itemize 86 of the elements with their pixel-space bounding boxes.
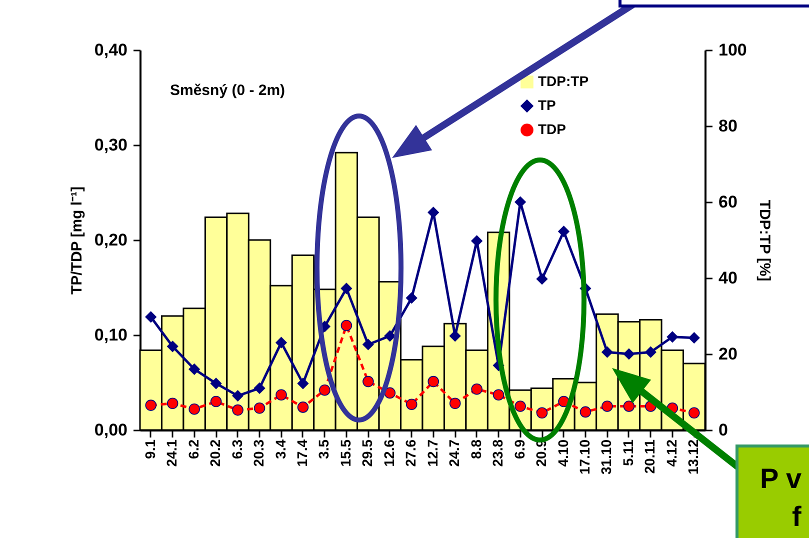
x-tick-label: 20.3 [250, 439, 267, 467]
point [319, 384, 330, 396]
point [276, 389, 287, 400]
x-tick-label: 12.6 [380, 439, 397, 467]
point [406, 292, 418, 304]
point [602, 400, 613, 412]
y2-tick-label: 20 [718, 344, 738, 364]
point [166, 398, 178, 410]
point [254, 382, 266, 394]
point [210, 378, 222, 390]
y2-axis-title: TDP:TP [%] [756, 200, 773, 282]
point [145, 400, 157, 411]
text: P v [760, 463, 802, 494]
x-tick-label: 31.10 [598, 439, 614, 475]
point [558, 396, 570, 408]
point [688, 332, 700, 344]
x-tick-label: 20.2 [207, 439, 224, 467]
point [536, 273, 548, 285]
y2-tick-label: 100 [718, 40, 747, 60]
point [623, 348, 635, 360]
x-tick-label: 6.9 [511, 439, 528, 459]
x-tick-label: 8.8 [468, 439, 484, 459]
point [145, 311, 157, 323]
point [362, 338, 374, 350]
point [645, 346, 656, 358]
x-tick-label: 12.7 [424, 439, 440, 467]
x-tick-label: 27.6 [402, 439, 419, 467]
point [232, 404, 244, 416]
x-tick-label: 24.7 [446, 439, 462, 467]
point [297, 378, 309, 390]
x-tick-label: 3.4 [272, 439, 288, 459]
point [188, 403, 200, 415]
text: f [792, 501, 802, 532]
x-tick-label: 29.5 [359, 439, 376, 467]
y-tick-label: 0,00 [94, 420, 128, 440]
point [384, 387, 396, 399]
y-axis-title: TP/TDP [mg l⁻¹] [68, 186, 86, 295]
point [492, 389, 504, 400]
point [276, 336, 287, 348]
point [210, 396, 222, 408]
point [558, 226, 570, 238]
x-tick-label: 5.11 [620, 439, 636, 466]
legend-label: TP [538, 97, 556, 113]
point [188, 364, 200, 375]
x-tick-label: 6.3 [228, 439, 245, 459]
point [406, 398, 418, 410]
point [254, 402, 266, 414]
x-tick-label: 24.1 [164, 439, 180, 467]
point [688, 407, 700, 419]
x-tick-label: 17.4 [294, 439, 310, 467]
y2-tick-label: 80 [718, 116, 738, 136]
x-tick-label: 23.8 [490, 439, 506, 467]
x-tick-label: 9.1 [142, 439, 158, 459]
x-tick-label: 20.11 [642, 439, 658, 474]
x-tick-label: 13.12 [685, 439, 702, 475]
y-tick-label: 0,30 [94, 136, 128, 154]
point [580, 406, 592, 418]
legend-label: TDP:TP [538, 73, 589, 89]
y-tick-label: 0,20 [94, 230, 128, 250]
x-tick-label: 4.10 [554, 439, 571, 467]
x-tick-label: 4.12 [663, 439, 680, 467]
point [232, 390, 244, 402]
point [602, 346, 613, 358]
annotation: Směsný (0 - 2m) [170, 82, 286, 99]
point [384, 330, 396, 342]
y2-tick-label: 40 [718, 268, 738, 288]
x-tick-label: 6.2 [185, 439, 202, 459]
x-tick-label: 15.5 [337, 439, 354, 467]
x-tick-label: 17.10 [576, 439, 592, 475]
point [166, 340, 178, 352]
y2-tick-label: 0 [718, 420, 728, 440]
point [623, 400, 635, 412]
y-tick-label: 0,40 [94, 40, 128, 60]
point [449, 398, 461, 410]
point [449, 330, 461, 342]
point [297, 402, 309, 413]
point [362, 376, 374, 388]
y-tick-label: 0,10 [94, 326, 128, 344]
legend-label: TDP [538, 121, 566, 137]
x-tick-label: 3.5 [316, 439, 332, 459]
y2-tick-label: 60 [718, 192, 738, 212]
point [471, 384, 482, 395]
point [666, 331, 678, 343]
point [340, 320, 352, 332]
point [428, 376, 440, 388]
point [340, 282, 352, 294]
